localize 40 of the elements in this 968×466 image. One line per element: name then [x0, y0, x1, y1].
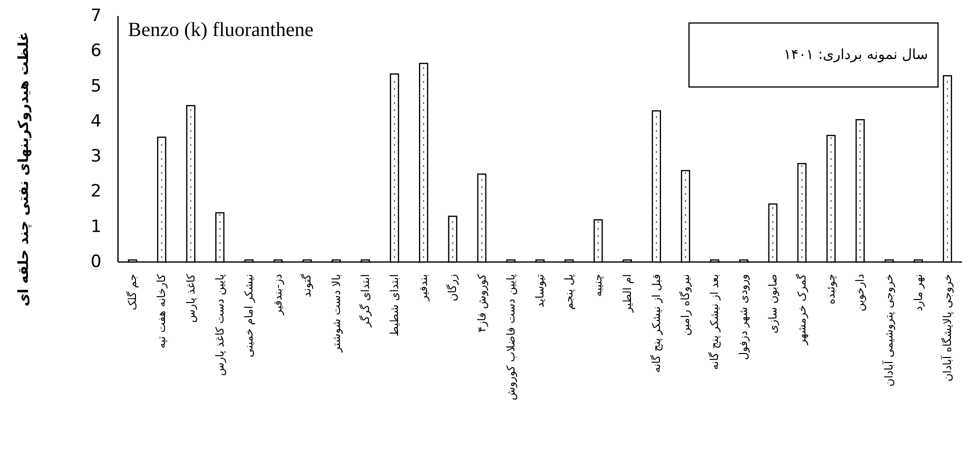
x-tick-label: پایین دست فاضلاب کوروش: [504, 274, 518, 400]
x-tick-label: دز-بندقیر: [272, 274, 285, 316]
x-tick-label: کوروش فاز۴: [475, 273, 488, 332]
x-tick-label: کارخانه هفت تپه: [155, 273, 168, 348]
x-tick-label: بعد از نیشکر پنج گانه: [708, 274, 722, 370]
y-tick-label: 1: [90, 216, 102, 237]
x-tick-label: چوئبده: [824, 274, 838, 304]
x-tick-label: خروجی پتروشیمی آبادان: [882, 274, 896, 386]
x-tick-label: نیشکر امام خمینی: [242, 274, 256, 358]
y-tick-label: 7: [90, 6, 102, 26]
x-tick-label: قبل از نیشکر پنج گانه: [650, 274, 663, 373]
x-tick-label: پایین دست کاغذ پارس: [213, 274, 226, 376]
y-tick-label: 0: [90, 252, 102, 272]
annotation: سال نمونه برداری: ۱۴۰۱: [784, 47, 928, 63]
x-tick-label: چنیبه: [592, 274, 605, 297]
x-tick-label: ابتدای گرگر: [358, 274, 372, 328]
x-tick-label: گمرک خرمشهر: [795, 273, 808, 346]
x-tick-label: تیوساید: [534, 274, 546, 308]
x-tick-label: زرگان: [446, 274, 460, 302]
x-tick-label: گتوند: [300, 273, 314, 298]
x-tick-label: پل پنجم: [562, 274, 576, 310]
x-tick-label: نیروگاه رامین: [679, 274, 692, 336]
x-tick-label: خروجی پالایشگاه آبادان: [940, 274, 954, 382]
x-tick-label: بندقیر: [417, 274, 430, 302]
x-tick-label: ورودی شهر دزفول: [737, 274, 750, 360]
x-tick-label: جم گلک: [126, 274, 140, 310]
y-tick-label: 4: [90, 111, 102, 132]
chart-title: Benzo (k) fluoranthene: [128, 19, 314, 41]
y-tick-label: 6: [90, 41, 102, 62]
x-tick-label: کاغذ پارس: [184, 273, 198, 323]
y-tick-label: 5: [90, 76, 102, 96]
x-tick-label: بالا دست شوشتر: [330, 274, 343, 354]
y-tick-label: 3: [90, 146, 102, 167]
x-tick-label: دارخوین: [854, 274, 867, 312]
x-tick-label: ام الطیر: [620, 274, 634, 314]
x-tick-label: صابون سازی: [766, 274, 780, 334]
y-axis-title: غلظت هیدروکربنهای نفتی چند حلقه ای: [16, 32, 32, 306]
x-tick-label: ابتدای شطیط: [388, 274, 401, 336]
y-tick-label: 2: [90, 182, 102, 202]
x-tick-label: نهر مارد: [912, 274, 925, 312]
